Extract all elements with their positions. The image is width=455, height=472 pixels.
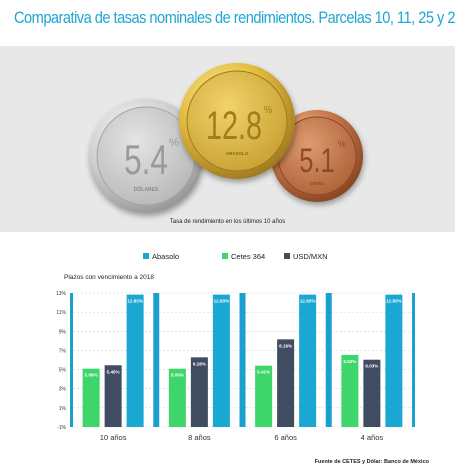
medals-caption: Tasa de rendimiento en los últimos 10 añ… bbox=[169, 219, 286, 225]
bar-value-label: 5.45% bbox=[107, 369, 120, 374]
medal-gold-value: 12.8 bbox=[206, 103, 262, 148]
page-title: Comparativa de tasas nominales de rendim… bbox=[14, 8, 455, 27]
chart-subtitle: Plazos con vencimiento a 2018 bbox=[64, 274, 154, 281]
medals-panel: 5.4 % DÓLARES 5.1 % CETES 12.8 % ABASOLO bbox=[0, 46, 455, 232]
chart-legend: Abasolo Cetes 364 USD/MXN bbox=[143, 252, 328, 261]
medal-gold-label: ABASOLO bbox=[226, 151, 249, 156]
bar-value-label: 12.83% bbox=[300, 299, 316, 304]
x-tick-label: 6 años bbox=[274, 433, 297, 442]
bar-cetes-364 bbox=[82, 368, 100, 427]
medal-gold-unit: % bbox=[264, 105, 273, 116]
bar-usd-mxn bbox=[363, 359, 381, 427]
y-tick-label: 7% bbox=[59, 348, 67, 354]
y-tick-label: 9% bbox=[59, 329, 67, 335]
bar-value-label: 6.53% bbox=[343, 359, 356, 364]
x-tick-label: 4 años bbox=[361, 433, 384, 442]
bar-usd-mxn bbox=[277, 339, 295, 427]
bar-value-label: 5.09% bbox=[85, 373, 98, 378]
medal-silver: 5.4 % DÓLARES bbox=[89, 99, 203, 213]
legend-label-abasolo: Abasolo bbox=[152, 252, 179, 261]
bar-usd-mxn bbox=[104, 365, 122, 427]
medals-graphic: 5.4 % DÓLARES 5.1 % CETES 12.8 % ABASOLO bbox=[89, 63, 363, 213]
medal-silver-value: 5.4 bbox=[124, 136, 168, 184]
y-tick-label: 5% bbox=[59, 368, 67, 374]
bar-usd-mxn bbox=[190, 357, 208, 427]
bar-value-label: 8.16% bbox=[279, 343, 292, 348]
bar-cetes-364 bbox=[168, 368, 186, 427]
bar-abasolo bbox=[385, 294, 403, 427]
y-tick-label: -1% bbox=[57, 425, 66, 431]
bar-value-label: 12.83% bbox=[127, 299, 143, 304]
y-tick-label: 11% bbox=[56, 310, 66, 316]
x-tick-label: 8 años bbox=[188, 433, 211, 442]
bar-value-label: 12.83% bbox=[214, 299, 230, 304]
bar-abasolo bbox=[212, 294, 230, 427]
y-tick-label: 13% bbox=[56, 291, 67, 297]
bar-value-label: 6.28% bbox=[193, 361, 206, 366]
bar-chart: Abasolo Cetes 364 USD/MXN Plazos con venci… bbox=[0, 240, 455, 472]
bar-cetes-364 bbox=[341, 354, 359, 427]
bar-abasolo bbox=[126, 294, 144, 427]
x-tick-label: 10 años bbox=[100, 433, 127, 442]
bar-cetes-364 bbox=[255, 365, 273, 427]
bar-value-label: 12.83% bbox=[386, 299, 402, 304]
medal-bronze-unit: % bbox=[338, 139, 346, 149]
legend-label-usd-mxn: USD/MXN bbox=[293, 252, 328, 261]
legend-swatch-usd-mxn bbox=[284, 253, 290, 259]
legend-swatch-cetes-364 bbox=[222, 253, 228, 259]
bar-value-label: 6.03% bbox=[365, 364, 378, 369]
legend-swatch-abasolo bbox=[143, 253, 149, 259]
bar-abasolo bbox=[299, 294, 317, 427]
bar-chart-svg: Abasolo Cetes 364 USD/MXN Plazos con venci… bbox=[56, 252, 415, 442]
chart-plot: -1% 1% 3% 5% 7% 9% 11% 13% 5.09% 5.45% 12.83% 10 añ… bbox=[56, 291, 415, 442]
legend-label-cetes-364: Cetes 364 bbox=[231, 252, 265, 261]
y-tick-label: 1% bbox=[59, 406, 67, 412]
medal-silver-unit: % bbox=[169, 137, 179, 149]
medal-bronze-value: 5.1 bbox=[299, 143, 334, 180]
y-tick-label: 3% bbox=[59, 387, 67, 393]
bar-value-label: 5.41% bbox=[257, 370, 270, 375]
source-note: Fuente de CETES y Dólar: Banco de México bbox=[314, 459, 429, 465]
medal-bronze: 5.1 % CETES bbox=[271, 110, 363, 202]
medal-bronze-label: CETES bbox=[309, 181, 324, 186]
medal-gold: 12.8 % ABASOLO bbox=[179, 63, 295, 179]
medal-silver-label: DÓLARES bbox=[134, 185, 159, 193]
bar-value-label: 5.09% bbox=[171, 373, 184, 378]
